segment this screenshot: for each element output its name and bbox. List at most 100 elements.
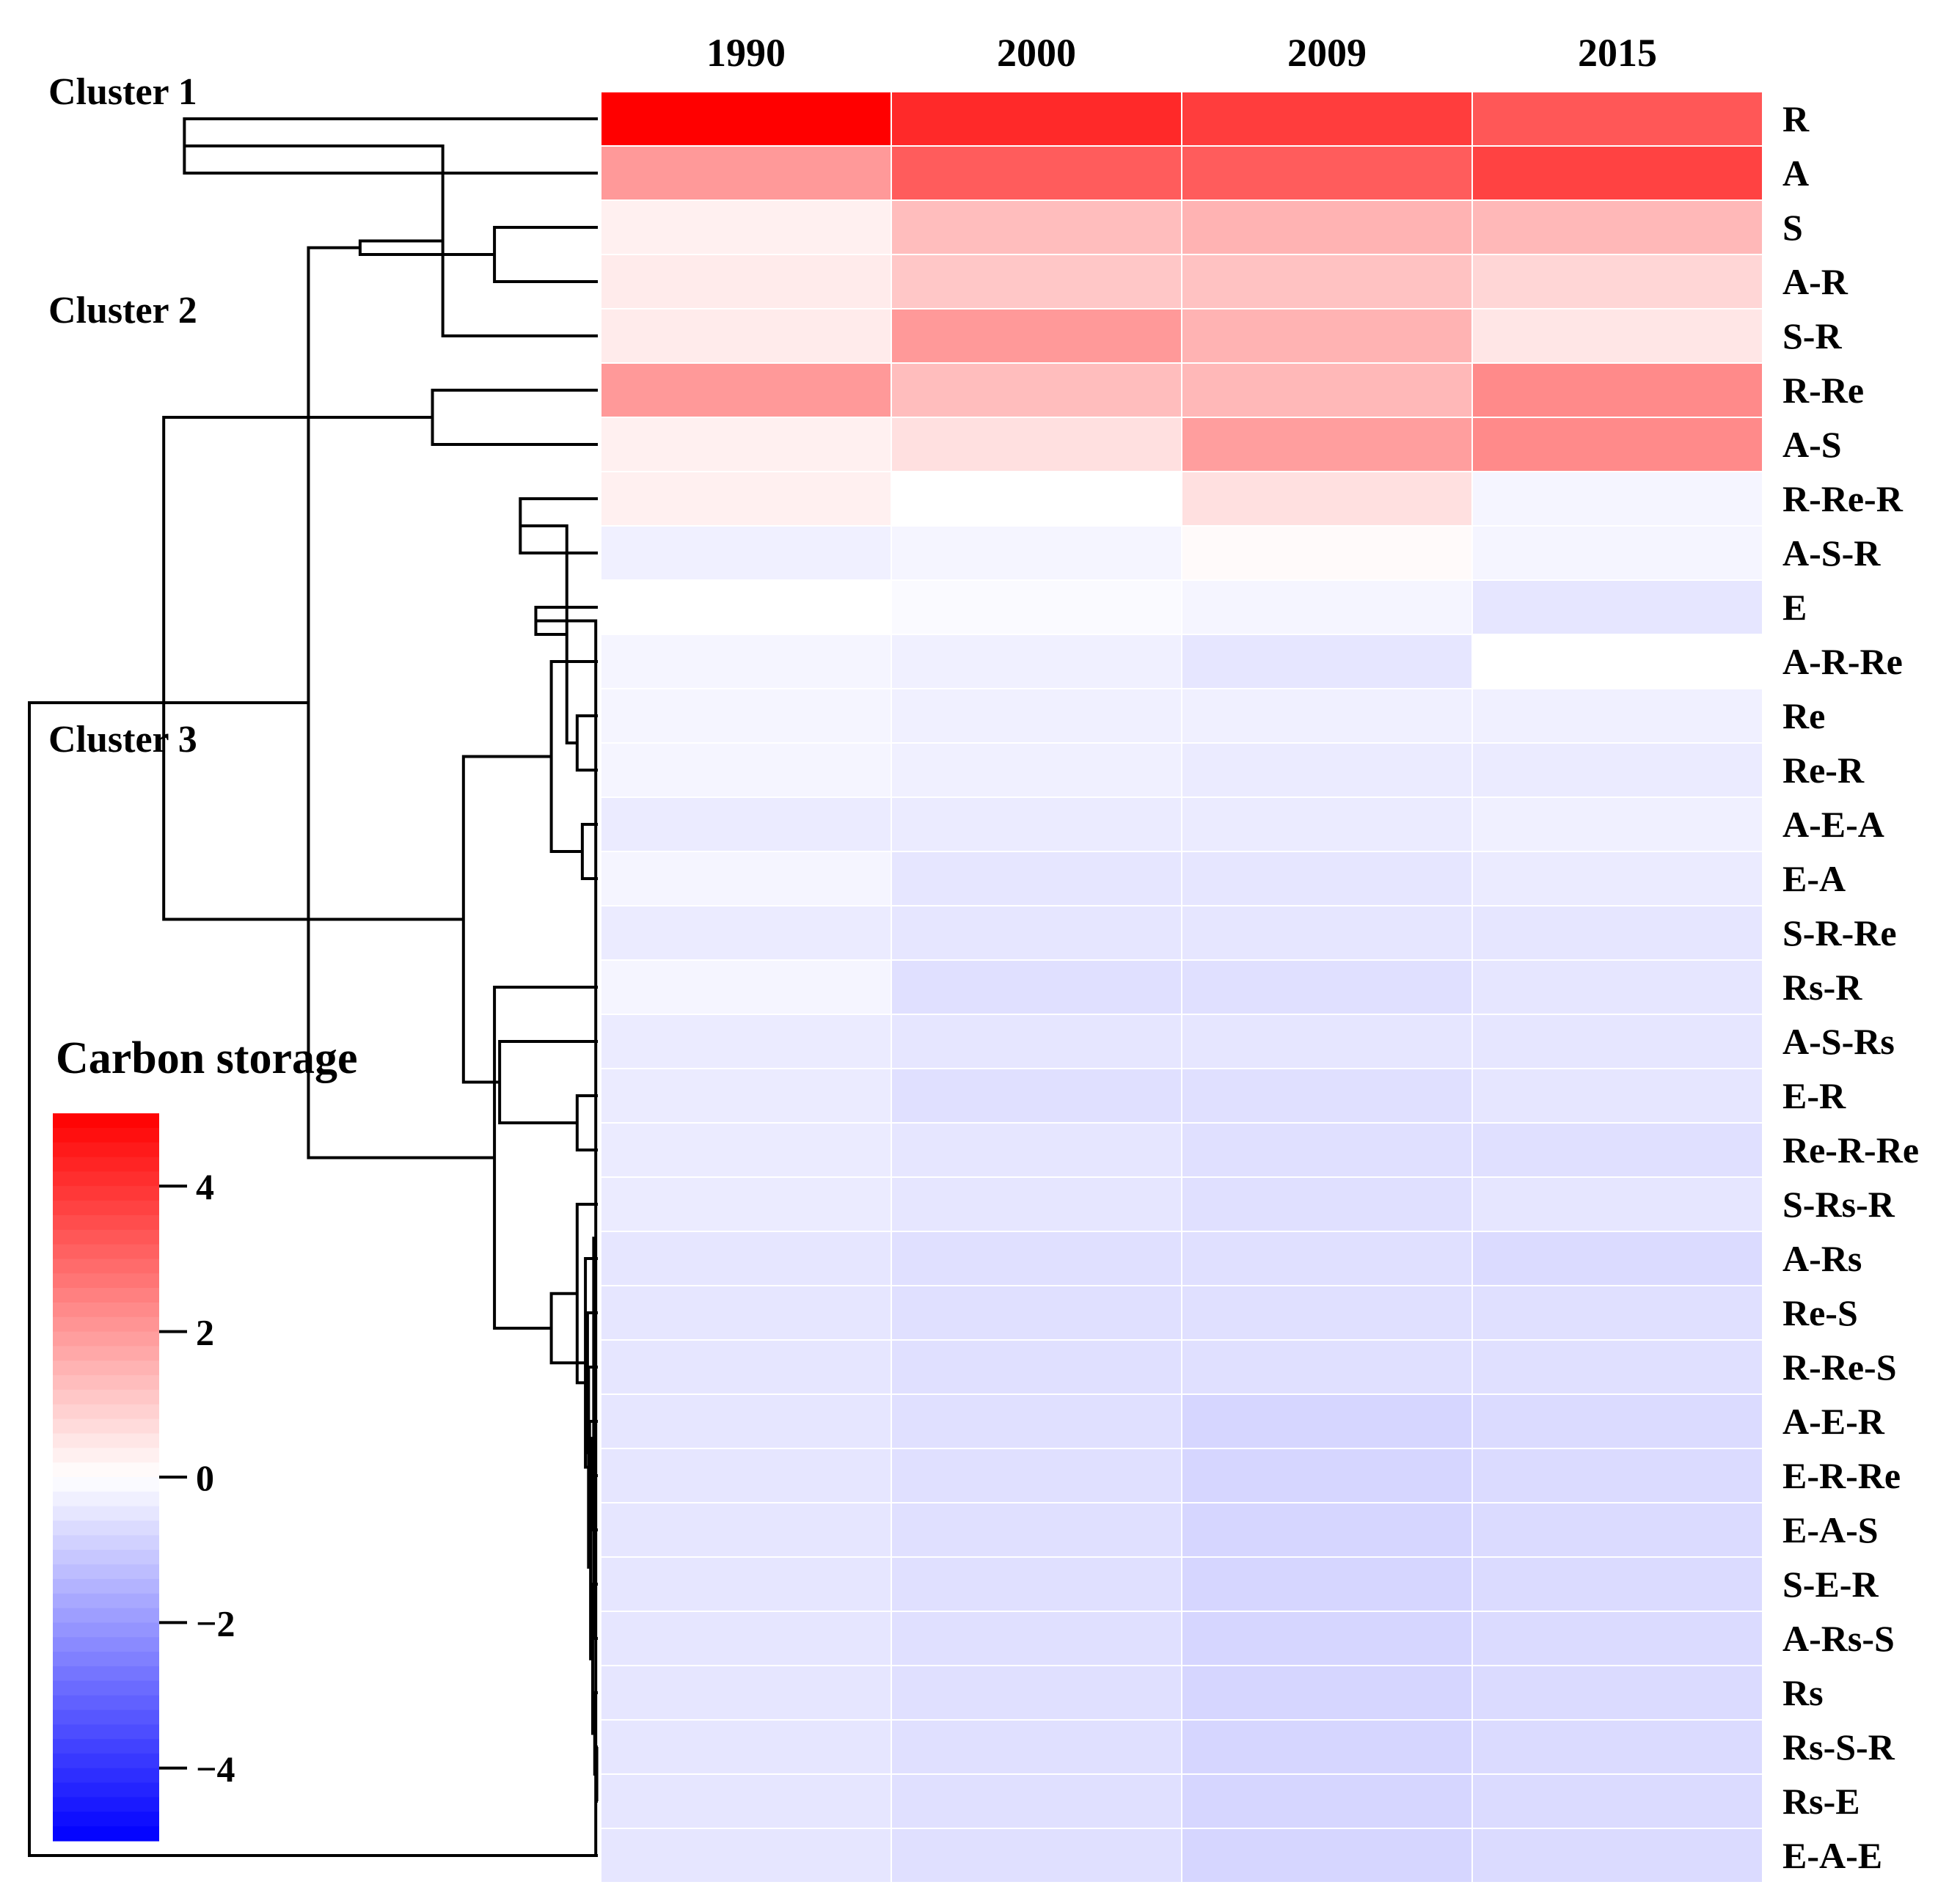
- heatmap-cell: [1471, 959, 1763, 1015]
- legend-color-step: [53, 1244, 159, 1259]
- heatmap-cell: [1471, 905, 1763, 961]
- heatmap-cell: [600, 1611, 892, 1666]
- dendrogram-link: [584, 1257, 598, 1469]
- legend-color-step: [53, 1477, 159, 1492]
- heatmap-cell: [1181, 851, 1473, 906]
- heatmap-cell: [891, 742, 1182, 798]
- legend-color-step: [53, 1404, 159, 1420]
- legend-color-step: [53, 1578, 159, 1594]
- column-label: 2009: [1287, 31, 1367, 75]
- heatmap-cell: [1181, 1068, 1473, 1124]
- heatmap-cell: [600, 742, 892, 798]
- heatmap-cell: [891, 1611, 1182, 1666]
- legend-color-step: [53, 1652, 159, 1667]
- heatmap-cell: [891, 1014, 1182, 1069]
- heatmap-cell: [1181, 688, 1473, 744]
- heatmap-cell: [600, 145, 892, 201]
- heatmap-cell: [1181, 1719, 1473, 1775]
- legend-color-step: [53, 1782, 159, 1798]
- heatmap-cell: [600, 417, 892, 472]
- heatmap-cell: [1471, 471, 1763, 527]
- column-labels: 1990 2000 2009 2015: [706, 31, 1657, 75]
- legend-color-step: [53, 1506, 159, 1522]
- heatmap-cell: [1471, 851, 1763, 906]
- heatmap-cell: [1181, 905, 1473, 961]
- row-label: Rs-E: [1782, 1781, 1860, 1822]
- legend-color-step: [53, 1520, 159, 1536]
- heatmap-cell: [891, 905, 1182, 961]
- legend-color-step: [53, 1171, 159, 1187]
- heatmap-cell: [1471, 1502, 1763, 1558]
- heatmap-cell: [1471, 1014, 1763, 1069]
- heatmap-cell: [891, 851, 1182, 906]
- heatmap-cell: [1181, 796, 1473, 852]
- heatmap-cell: [1471, 91, 1763, 147]
- heatmap-cell: [600, 91, 892, 147]
- column-label: 2000: [997, 31, 1076, 75]
- heatmap-cell: [600, 471, 892, 527]
- heatmap-cell: [600, 1448, 892, 1503]
- heatmap-cell: [1471, 1231, 1763, 1286]
- dendrogram-link: [493, 226, 598, 283]
- cluster-labels: Cluster 1 Cluster 2 Cluster 3: [48, 71, 197, 761]
- legend-color-step: [53, 1622, 159, 1638]
- heatmap-cell: [891, 145, 1182, 201]
- heatmap-cell: [891, 1122, 1182, 1178]
- row-label: Re-R-Re: [1782, 1129, 1919, 1171]
- heatmap-cell: [1181, 1773, 1473, 1829]
- legend-color-step: [53, 1695, 159, 1711]
- legend-color-step: [53, 1608, 159, 1623]
- legend-title: Carbon storage: [56, 1033, 358, 1083]
- row-label: Rs-S-R: [1782, 1726, 1895, 1768]
- row-label: E-A-E: [1782, 1835, 1882, 1876]
- legend-tick-label: 0: [196, 1457, 214, 1498]
- heatmap-cell: [1471, 362, 1763, 418]
- heatmap-cell: [891, 688, 1182, 744]
- heatmap-cell: [1181, 579, 1473, 635]
- legend-color-step: [53, 1433, 159, 1448]
- legend-color-step: [53, 1491, 159, 1507]
- heatmap-cell: [1471, 1122, 1763, 1178]
- heatmap-cell: [1471, 417, 1763, 472]
- dendrogram-link: [498, 1040, 598, 1124]
- legend-color-step: [53, 1215, 159, 1231]
- dendrogram-link: [549, 660, 598, 853]
- heatmap-cell: [891, 1176, 1182, 1232]
- row-label: R-Re-S: [1782, 1347, 1897, 1388]
- cluster-label: Cluster 1: [48, 71, 197, 113]
- heatmap-cell: [891, 634, 1182, 689]
- heatmap-cell: [1181, 1556, 1473, 1612]
- row-label: Re: [1782, 695, 1825, 736]
- legend-color-step: [53, 1812, 159, 1827]
- row-label: A-E-R: [1782, 1401, 1885, 1442]
- heatmap-cell: [891, 1773, 1182, 1829]
- row-label: E-R: [1782, 1075, 1846, 1116]
- row-label: R: [1782, 98, 1810, 139]
- legend-color-step: [53, 1710, 159, 1725]
- heatmap-cell: [891, 525, 1182, 581]
- heatmap-cell: [1181, 91, 1473, 147]
- heatmap-cell: [1471, 1719, 1763, 1775]
- heatmap-cell: [1181, 1176, 1473, 1232]
- dendrogram-link: [358, 239, 495, 256]
- legend-color-step: [53, 1666, 159, 1682]
- legend-color-step: [53, 1418, 159, 1435]
- heatmap-cells: [600, 91, 1763, 1883]
- heatmap-cell: [600, 796, 892, 852]
- legend-color-step: [53, 1550, 159, 1565]
- heatmap-cell: [1471, 1285, 1763, 1341]
- heatmap-cell: [600, 1719, 892, 1775]
- heatmap-cell: [1471, 1828, 1763, 1883]
- row-label: A: [1782, 153, 1809, 194]
- heatmap-cell: [891, 1339, 1182, 1395]
- row-label: Rs: [1782, 1672, 1824, 1713]
- heatmap-cell: [600, 1556, 892, 1612]
- row-label: R-Re-R: [1782, 478, 1904, 519]
- row-label: S-R-Re: [1782, 912, 1897, 953]
- legend-color-step: [53, 1739, 159, 1754]
- heatmap-cell: [1181, 742, 1473, 798]
- legend-color-step: [53, 1113, 159, 1129]
- legend-color-step: [53, 1186, 159, 1201]
- heatmap-cell: [1181, 1828, 1473, 1883]
- heatmap-cell: [600, 634, 892, 689]
